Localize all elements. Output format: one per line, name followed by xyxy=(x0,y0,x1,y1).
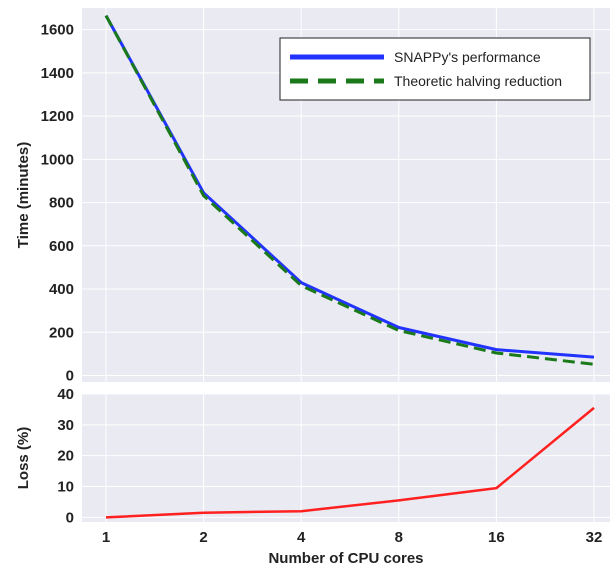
y-axis-label: Time (minutes) xyxy=(15,142,32,248)
x-tick-label: 4 xyxy=(297,529,306,546)
y-axis-label: Loss (%) xyxy=(15,427,32,490)
legend-entry: SNAPPy's performance xyxy=(394,49,541,65)
y-tick-label: 1000 xyxy=(41,151,74,168)
series-line-loss xyxy=(105,406,595,519)
y-tick-label: 800 xyxy=(49,195,74,212)
legend-entry: Theoretic halving reduction xyxy=(394,73,562,89)
y-tick-label: 10 xyxy=(57,479,74,496)
y-tick-label: 30 xyxy=(57,417,74,434)
y-tick-label: 1600 xyxy=(41,22,74,39)
y-tick-label: 1200 xyxy=(41,108,74,125)
time-panel: 0 200 400 600 800 1000 1200 1400 1600 Time (minut… xyxy=(15,8,610,385)
x-tick-label: 32 xyxy=(586,529,603,546)
y-tick-label: 200 xyxy=(49,324,74,341)
y-tick-label: 40 xyxy=(57,386,74,403)
y-tick-label: 400 xyxy=(49,281,74,298)
y-tick-label: 20 xyxy=(57,448,74,465)
x-tick-label: 1 xyxy=(102,529,110,546)
y-tick-label: 0 xyxy=(66,509,74,526)
series-line-theoretic-halving-reduction xyxy=(104,14,595,366)
x-tick-label: 16 xyxy=(488,529,505,546)
x-axis-label: Number of CPU cores xyxy=(268,550,423,567)
x-tick-label: 8 xyxy=(395,529,403,546)
x-tick-label: 2 xyxy=(199,529,207,546)
loss-panel: 0 10 20 30 40 Loss (%) 1 2 4 8 16 32 Number of CPU c… xyxy=(15,386,610,567)
y-tick-label: 1400 xyxy=(41,65,74,82)
y-tick-label: 0 xyxy=(66,368,74,385)
legend-box xyxy=(279,37,591,101)
plot-background xyxy=(82,394,610,522)
legend: SNAPPy's performance Theoretic halving re… xyxy=(279,37,591,101)
y-tick-label: 600 xyxy=(49,238,74,255)
